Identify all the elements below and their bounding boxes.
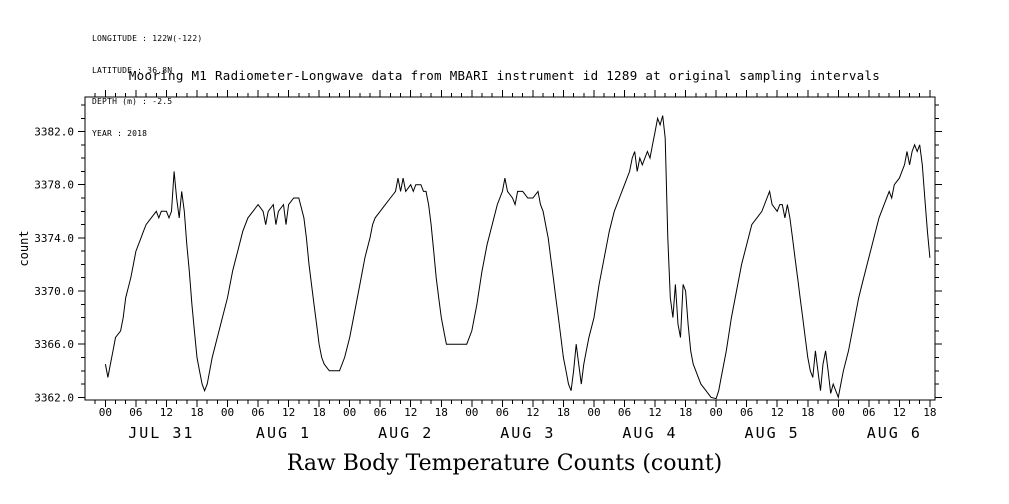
x-tick-label: 06 <box>740 406 753 419</box>
y-tick-label: 3362.0 <box>34 391 74 404</box>
x-tick-label: 18 <box>435 406 448 419</box>
x-day-label: AUG 2 <box>378 424 433 442</box>
x-tick-label: 12 <box>771 406 784 419</box>
x-day-label: JUL 31 <box>128 424 194 442</box>
x-tick-label: 00 <box>587 406 600 419</box>
metadata-block: LONGITUDE : 122W(-122) LATITUDE : 36.8N … <box>92 13 202 160</box>
x-tick-label: 18 <box>190 406 203 419</box>
x-day-label: AUG 3 <box>500 424 555 442</box>
axis-ticks <box>78 90 942 407</box>
x-tick-label: 18 <box>557 406 570 419</box>
data-line <box>104 115 931 400</box>
x-tick-label: 18 <box>801 406 814 419</box>
x-tick-label: 00 <box>221 406 234 419</box>
metadata-depth: DEPTH (m) : -2.5 <box>92 97 173 106</box>
x-tick-label: 18 <box>313 406 326 419</box>
y-axis-title: count <box>17 230 31 266</box>
x-tick-label: 12 <box>160 406 173 419</box>
metadata-year: YEAR : 2018 <box>92 128 148 138</box>
x-tick-label: 18 <box>923 406 936 419</box>
x-day-label: AUG 5 <box>745 424 800 442</box>
x-tick-label: 06 <box>129 406 142 419</box>
x-axis-title: Raw Body Temperature Counts (count) <box>286 451 723 476</box>
x-tick-label: 06 <box>374 406 387 419</box>
x-tick-label: 00 <box>343 406 356 419</box>
plot-border <box>84 96 936 401</box>
x-tick-label: 06 <box>862 406 875 419</box>
x-tick-label: 00 <box>710 406 723 419</box>
y-tick-label: 3378.0 <box>34 179 74 192</box>
x-tick-label: 00 <box>465 406 478 419</box>
x-tick-label: 12 <box>404 406 417 419</box>
x-day-label: AUG 1 <box>256 424 311 442</box>
x-tick-label: 12 <box>893 406 906 419</box>
y-tick-label: 3370.0 <box>34 285 74 298</box>
axis-labels: 00 06 12 18 00 06 12 18 00 06 12 18 00 06 12 18 00 06 12 18… <box>17 126 937 442</box>
x-day-label: AUG 6 <box>867 424 922 442</box>
x-tick-label: 12 <box>526 406 539 419</box>
x-tick-label: 00 <box>99 406 112 419</box>
y-tick-label: 3366.0 <box>34 338 74 351</box>
x-tick-label: 12 <box>648 406 661 419</box>
x-tick-label: 12 <box>282 406 295 419</box>
x-tick-label: 00 <box>832 406 845 419</box>
x-tick-label: 06 <box>251 406 264 419</box>
x-tick-label: 06 <box>496 406 509 419</box>
y-tick-label: 3374.0 <box>34 232 74 245</box>
x-tick-label: 06 <box>618 406 631 419</box>
chart-title: Mooring M1 Radiometer-Longwave data from… <box>128 68 881 83</box>
y-tick-label: 3382.0 <box>34 126 74 139</box>
x-tick-label: 18 <box>679 406 692 419</box>
metadata-latitude: LATITUDE : 36.8N <box>92 65 173 75</box>
x-day-label: AUG 4 <box>622 424 677 442</box>
metadata-longitude: LONGITUDE : 122W(-122) <box>92 34 203 43</box>
